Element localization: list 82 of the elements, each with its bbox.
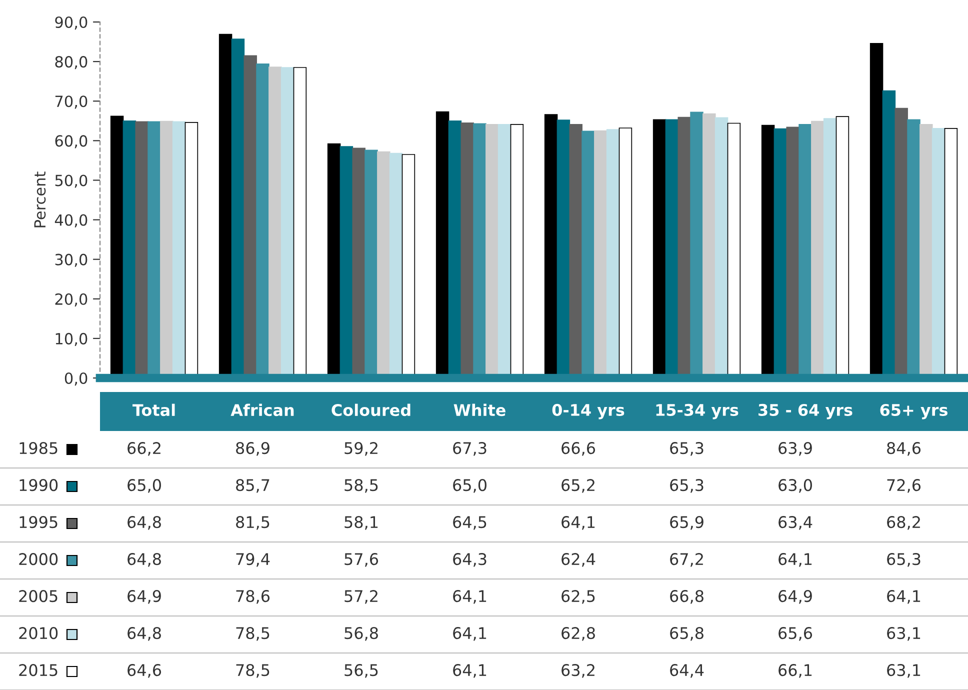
y-tick-label: 30,0 [55,254,88,267]
data-label: 65,3 [670,479,704,493]
data-label: 66,6 [562,442,596,456]
data-label: 64,1 [887,590,920,604]
data-label: 62,8 [562,627,595,641]
y-tick-label: 80,0 [55,56,88,70]
data-label: 63,0 [778,479,812,493]
data-label: 63,9 [778,442,812,456]
data-label: 64,5 [453,516,486,530]
data-label: 65,0 [128,479,161,493]
y-tick-label: 0,0 [64,372,88,386]
data-label: 62,4 [562,553,596,567]
data-label: 65,3 [887,553,920,567]
data-label: 64,1 [562,516,595,530]
legend-label: 2005 [19,590,58,602]
data-label: 57,6 [344,553,378,567]
data-label: 64,8 [128,553,161,567]
y-tick-label: 50,0 [55,174,88,188]
data-label: 56,8 [344,627,378,641]
data-label: 64,1 [453,590,486,604]
legend-label: 2010 [19,627,58,640]
legend-label: 2015 [19,664,58,676]
data-label: 57,2 [344,590,378,604]
y-tick-label: 70,0 [55,96,88,109]
data-label: 65,6 [778,627,812,641]
data-label: 72,6 [887,479,921,493]
data-label: 65,8 [670,627,704,641]
data-label: 64,4 [670,664,704,678]
data-label: 86,9 [236,442,270,456]
data-label: 63,2 [562,664,594,678]
data-label: 65,9 [670,516,704,530]
x-tick-label: 0-14 yrs [552,404,624,420]
data-label: 58,5 [344,479,378,493]
data-label: 79,4 [236,553,270,567]
data-label: 68,2 [887,516,920,530]
data-label: 85,7 [236,479,270,493]
data-label: 78,5 [236,664,270,678]
data-label: 66,1 [778,664,812,678]
data-label: 64,9 [778,590,812,604]
x-tick-label: White [454,404,506,416]
data-label: 64,6 [128,664,162,678]
data-label: 64,8 [128,627,161,641]
legend-label: 2000 [19,553,58,566]
x-tick-label: 65+ yrs [880,404,948,420]
data-label: 65,0 [453,479,486,493]
data-label: 66,8 [670,590,704,604]
y-axis-title: Percent [34,172,46,228]
data-label: 65,3 [670,442,704,456]
data-label: 78,6 [236,590,270,604]
data-label: 63,1 [887,664,920,678]
data-label: 62,5 [562,590,595,604]
x-tick-label: Total [132,404,175,416]
data-label: 58,1 [344,516,378,530]
y-tick-label: 20,0 [55,293,88,306]
data-label: 56,5 [344,664,378,678]
data-label: 81,5 [236,516,270,530]
legend-label: 1990 [20,479,58,492]
data-label: 64,1 [453,664,486,678]
legend-label: 1995 [20,516,58,528]
x-tick-label: 15-34 yrs [656,404,738,420]
data-label: 63,1 [887,627,920,641]
data-label: 66,2 [128,442,160,456]
data-label: 64,9 [128,590,161,604]
data-label: 84,6 [887,442,921,456]
x-tick-label: Coloured [332,404,410,416]
data-label: 64,1 [453,627,486,641]
legend-label: 1985 [20,442,58,454]
x-tick-label: African [230,404,294,416]
data-label: 64,8 [128,516,161,530]
data-label: 63,4 [778,516,812,530]
y-tick-label: 60,0 [55,135,88,148]
data-label: 59,2 [344,442,378,456]
y-tick-label: 90,0 [55,16,88,30]
data-label: 64,3 [453,553,486,567]
y-tick-label: 40,0 [54,214,88,228]
y-tick-label: 10,0 [56,332,88,346]
data-label: 78,5 [236,627,270,641]
data-label: 64,1 [778,553,812,567]
data-label: 65,2 [562,479,594,493]
data-label: 67,2 [670,553,703,567]
x-tick-label: 35 - 64 yrs [758,404,852,420]
data-label: 67,3 [453,442,486,456]
